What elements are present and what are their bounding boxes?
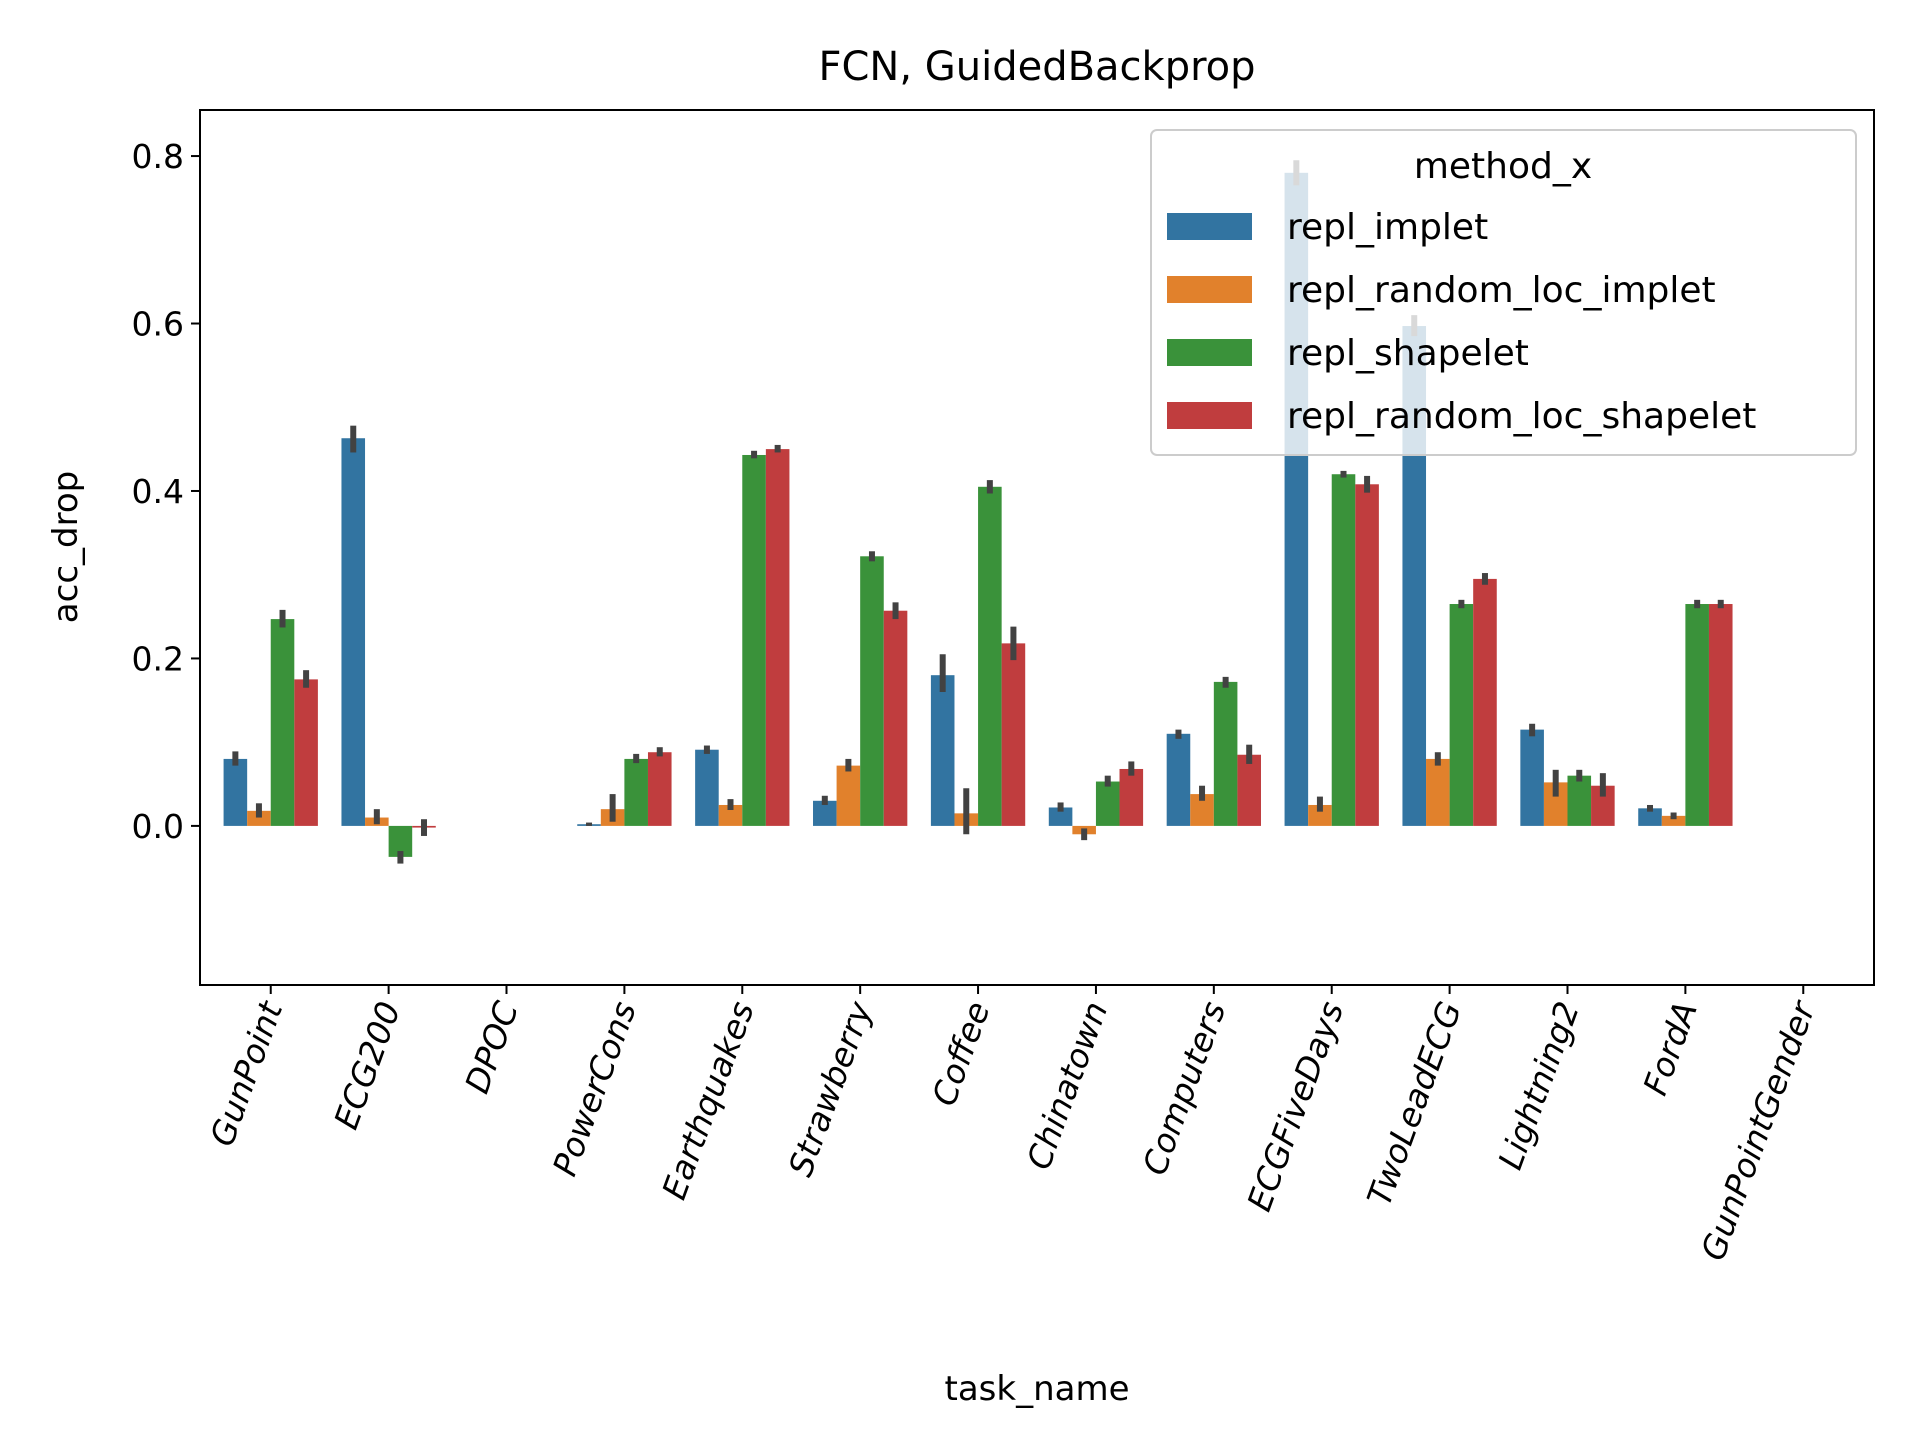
y-tick-label: 0.6 (132, 305, 184, 344)
x-tick-label: DPOC (457, 996, 526, 1098)
bar-coffee-repl-implet (930, 675, 955, 826)
x-tick-label: FordA (1635, 996, 1705, 1100)
x-tick-label: Computers (1135, 996, 1234, 1180)
bar-chinatown-repl-shapelet (1095, 781, 1120, 826)
x-tick-label: TwoLeadECG (1359, 996, 1469, 1210)
bar-forda-repl-random-loc-shapelet (1708, 604, 1733, 826)
bar-powercons-repl-shapelet (624, 758, 648, 826)
bar-ecgfivedays-repl-random-loc-shapelet (1355, 484, 1379, 826)
y-tick-label: 0.2 (132, 639, 184, 678)
bar-forda-repl-implet (1638, 808, 1662, 826)
x-axis: GunPoint ECG200 DPOC PowerCons Earthquakes St… (202, 985, 1824, 1265)
bar-strawberry-repl-random-loc-shapelet (883, 610, 908, 826)
bar-computers-repl-shapelet (1213, 681, 1238, 826)
legend-label: repl_random_loc_implet (1287, 270, 1716, 311)
legend-swatch (1167, 276, 1252, 303)
x-tick-label: ECG200 (326, 996, 408, 1134)
bar-ecgfivedays-repl-shapelet (1331, 474, 1356, 826)
bar-computers-repl-random-loc-implet (1190, 794, 1214, 826)
plot-area-frame (199, 109, 1875, 986)
x-tick-label: Earthquakes (654, 996, 762, 1204)
bar-lightning2-repl-implet (1520, 729, 1544, 826)
y-tick-label: 0.0 (132, 807, 184, 846)
bar-forda-repl-random-loc-implet (1661, 815, 1686, 826)
bar-chinatown-repl-random-loc-shapelet (1119, 768, 1144, 826)
x-tick-label: Lightning2 (1490, 996, 1587, 1174)
x-tick-label: GunPointGender (1693, 994, 1824, 1265)
bar-gunpoint-repl-implet (223, 758, 248, 826)
x-tick-label: Coffee (924, 996, 997, 1111)
legend-swatch (1167, 402, 1252, 429)
bar-coffee-repl-shapelet (978, 486, 1002, 826)
legend-swatch (1167, 213, 1252, 240)
bar-strawberry-repl-random-loc-implet (836, 765, 861, 826)
bar-chinatown-repl-implet (1048, 807, 1073, 826)
legend-label: repl_implet (1287, 207, 1488, 248)
bar-twoleadecg-repl-random-loc-implet (1426, 758, 1450, 826)
y-axis-title: acc_drop (46, 471, 86, 623)
bar-lightning2-repl-random-loc-shapelet (1591, 785, 1615, 826)
y-axis: 0.0 0.2 0.4 0.6 0.8 (132, 137, 200, 846)
legend: method_x repl_implet repl_random_loc_impl… (1150, 129, 1857, 456)
bar-twoleadecg-repl-shapelet (1449, 604, 1474, 826)
bar-strawberry-repl-shapelet (860, 556, 884, 826)
bar-forda-repl-shapelet (1685, 604, 1709, 826)
x-tick-label: Strawberry (781, 996, 880, 1181)
x-tick-label: ECGFiveDays (1239, 996, 1351, 1216)
legend-label: repl_random_loc_shapelet (1287, 396, 1756, 437)
bar-earthquakes-repl-shapelet (742, 454, 766, 826)
bar-gunpoint-repl-random-loc-shapelet (294, 679, 318, 826)
bar-lightning2-repl-shapelet (1567, 775, 1592, 826)
bar-strawberry-repl-implet (813, 800, 837, 826)
bar-computers-repl-random-loc-shapelet (1237, 754, 1261, 826)
bar-twoleadecg-repl-random-loc-shapelet (1473, 578, 1497, 826)
bar-earthquakes-repl-random-loc-implet (718, 804, 743, 826)
legend-box (1150, 129, 1857, 456)
y-tick-label: 0.8 (132, 137, 184, 176)
legend-title: method_x (1414, 146, 1592, 187)
bar-computers-repl-implet (1166, 733, 1191, 826)
bar-powercons-repl-random-loc-shapelet (647, 752, 672, 826)
y-tick-label: 0.4 (132, 472, 184, 511)
bar-ecgfivedays-repl-random-loc-implet (1308, 804, 1332, 826)
bar-ecg200-repl-implet (341, 438, 366, 826)
legend-swatch (1167, 339, 1252, 366)
bar-coffee-repl-random-loc-shapelet (1001, 643, 1026, 826)
bar-lightning2-repl-random-loc-implet (1543, 782, 1568, 826)
error-bars-layer (232, 160, 1724, 864)
x-axis-title: task_name (945, 1369, 1130, 1409)
chart-title: FCN, GuidedBackprop (818, 44, 1255, 90)
bar-gunpoint-repl-random-loc-implet (247, 810, 271, 826)
legend-label: repl_shapelet (1287, 333, 1529, 374)
x-tick-label: GunPoint (202, 995, 290, 1151)
bar-gunpoint-repl-shapelet (270, 619, 295, 826)
x-tick-label: Chinatown (1019, 996, 1116, 1174)
bar-ecg200-repl-shapelet (388, 825, 413, 857)
bar-earthquakes-repl-implet (695, 749, 719, 826)
x-tick-label: PowerCons (545, 996, 644, 1181)
bar-earthquakes-repl-random-loc-shapelet (765, 449, 790, 826)
